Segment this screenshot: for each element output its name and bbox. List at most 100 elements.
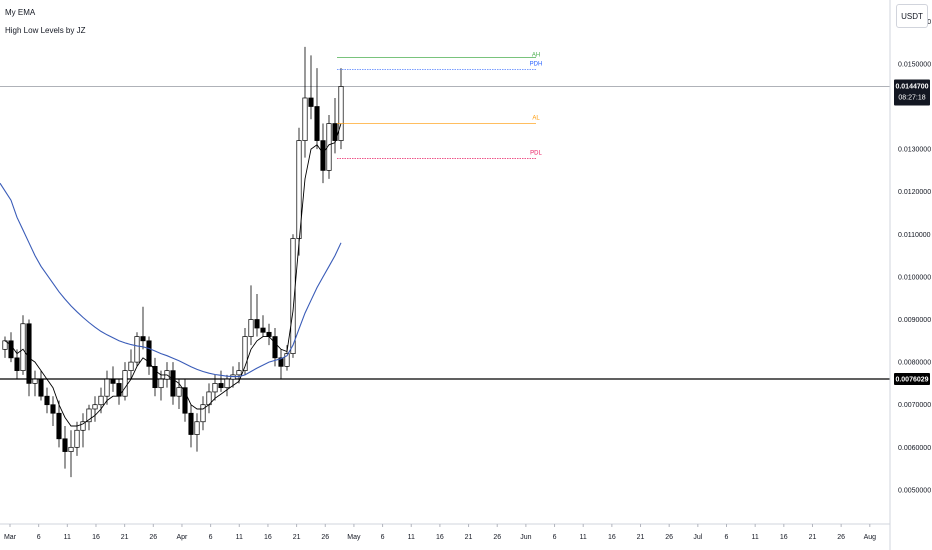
- ema-lines: [0, 123, 342, 427]
- x-tick-label: 11: [580, 534, 587, 541]
- candle: [182, 379, 188, 422]
- x-tick-label: 26: [149, 534, 157, 541]
- candle-body: [140, 336, 146, 342]
- candle-body: [260, 327, 266, 333]
- x-tick-label: 21: [637, 534, 645, 541]
- candle-body: [56, 412, 62, 440]
- x-tick-label: 16: [436, 534, 444, 541]
- y-tick-label: 0.0070000: [898, 402, 931, 409]
- candle-body: [146, 340, 152, 367]
- candle: [194, 413, 200, 452]
- candle: [56, 400, 62, 448]
- horizontal-levels: [0, 86, 890, 380]
- candle-body: [338, 86, 344, 141]
- candle: [8, 332, 14, 363]
- candle-body: [290, 238, 296, 354]
- candle-body: [314, 106, 320, 141]
- candle-body: [194, 421, 200, 435]
- currency-selector[interactable]: USDT: [896, 4, 928, 28]
- candle: [92, 396, 98, 422]
- candle: [260, 315, 266, 337]
- candle: [302, 46, 308, 158]
- candle-body: [272, 336, 278, 359]
- y-tick-label: 0.0050000: [898, 487, 931, 494]
- candle-body: [74, 429, 80, 448]
- time-axis[interactable]: Mar 6 11 16 21 26 Apr 6 11 16 21 26 May 6 11 16 21 26 Jun 6…: [4, 524, 876, 541]
- candle-body: [170, 370, 176, 397]
- legend-my-ema[interactable]: My EMA: [5, 8, 36, 17]
- candle: [206, 383, 212, 414]
- candle: [314, 68, 320, 150]
- x-tick-label: Aug: [864, 534, 877, 541]
- level-label-pdh: PDH: [530, 61, 543, 67]
- candle: [38, 370, 44, 401]
- candles: [2, 46, 344, 478]
- candle: [122, 362, 128, 401]
- x-tick-label: Apr: [177, 534, 189, 541]
- legend-high-low-levels[interactable]: High Low Levels by JZ: [5, 26, 86, 35]
- candle-body: [266, 331, 272, 337]
- candle: [278, 349, 284, 380]
- candle-body: [50, 404, 56, 414]
- candle: [170, 362, 176, 405]
- candle-body: [284, 353, 290, 367]
- candle: [338, 68, 344, 150]
- candle-body: [308, 97, 314, 107]
- x-tick-label: 26: [493, 534, 501, 541]
- x-tick-label: Jun: [520, 534, 531, 541]
- x-tick-label: 21: [465, 534, 473, 541]
- candle: [308, 55, 314, 120]
- candle: [212, 374, 218, 401]
- level-label-pdl: PDL: [530, 150, 542, 156]
- candle-body: [38, 378, 44, 397]
- candle: [248, 285, 254, 346]
- candle-body: [32, 378, 38, 384]
- candle-body: [92, 404, 98, 410]
- candle: [74, 421, 80, 456]
- x-tick-label: 6: [37, 534, 41, 541]
- candle-body: [182, 387, 188, 414]
- candle-body: [236, 370, 242, 376]
- candle-body: [62, 438, 68, 452]
- x-tick-label: 16: [780, 534, 788, 541]
- candle-body: [44, 395, 50, 406]
- current-price-tag: [894, 79, 930, 106]
- candle-body: [224, 378, 230, 389]
- candle: [50, 396, 56, 427]
- candle: [44, 387, 50, 414]
- candle-body: [152, 366, 158, 389]
- candle: [32, 370, 38, 397]
- level-price-tag: [894, 373, 930, 386]
- x-tick-label: 11: [408, 534, 415, 541]
- level-label-ah: AH: [532, 53, 540, 59]
- x-tick-label: Mar: [4, 534, 17, 541]
- candle: [218, 370, 224, 392]
- x-tick-label: 26: [837, 534, 845, 541]
- candle: [152, 357, 158, 397]
- candle-body: [278, 357, 284, 367]
- candle-body: [80, 421, 86, 431]
- candle-body: [158, 378, 164, 389]
- ema-short-line: [4, 123, 342, 427]
- x-tick-label: 26: [665, 534, 673, 541]
- x-tick-label: 11: [64, 534, 71, 541]
- candle: [68, 430, 74, 478]
- high-low-levels: AH PDH AL PDL: [337, 53, 542, 159]
- ema-long-line: [0, 182, 342, 378]
- candle: [80, 413, 86, 448]
- candle: [104, 370, 110, 405]
- candle-body: [242, 336, 248, 371]
- candle-body: [320, 140, 326, 171]
- candle: [266, 323, 272, 346]
- x-tick-label: 6: [553, 534, 557, 541]
- y-tick-label: 0.0110000: [898, 232, 931, 239]
- candle-body: [176, 387, 182, 397]
- candle-body: [188, 412, 194, 435]
- candle: [134, 332, 140, 367]
- candle-body: [218, 383, 224, 389]
- candle-body: [302, 97, 308, 141]
- candle-body: [110, 378, 116, 384]
- candle: [200, 396, 206, 431]
- candle-body: [68, 446, 74, 452]
